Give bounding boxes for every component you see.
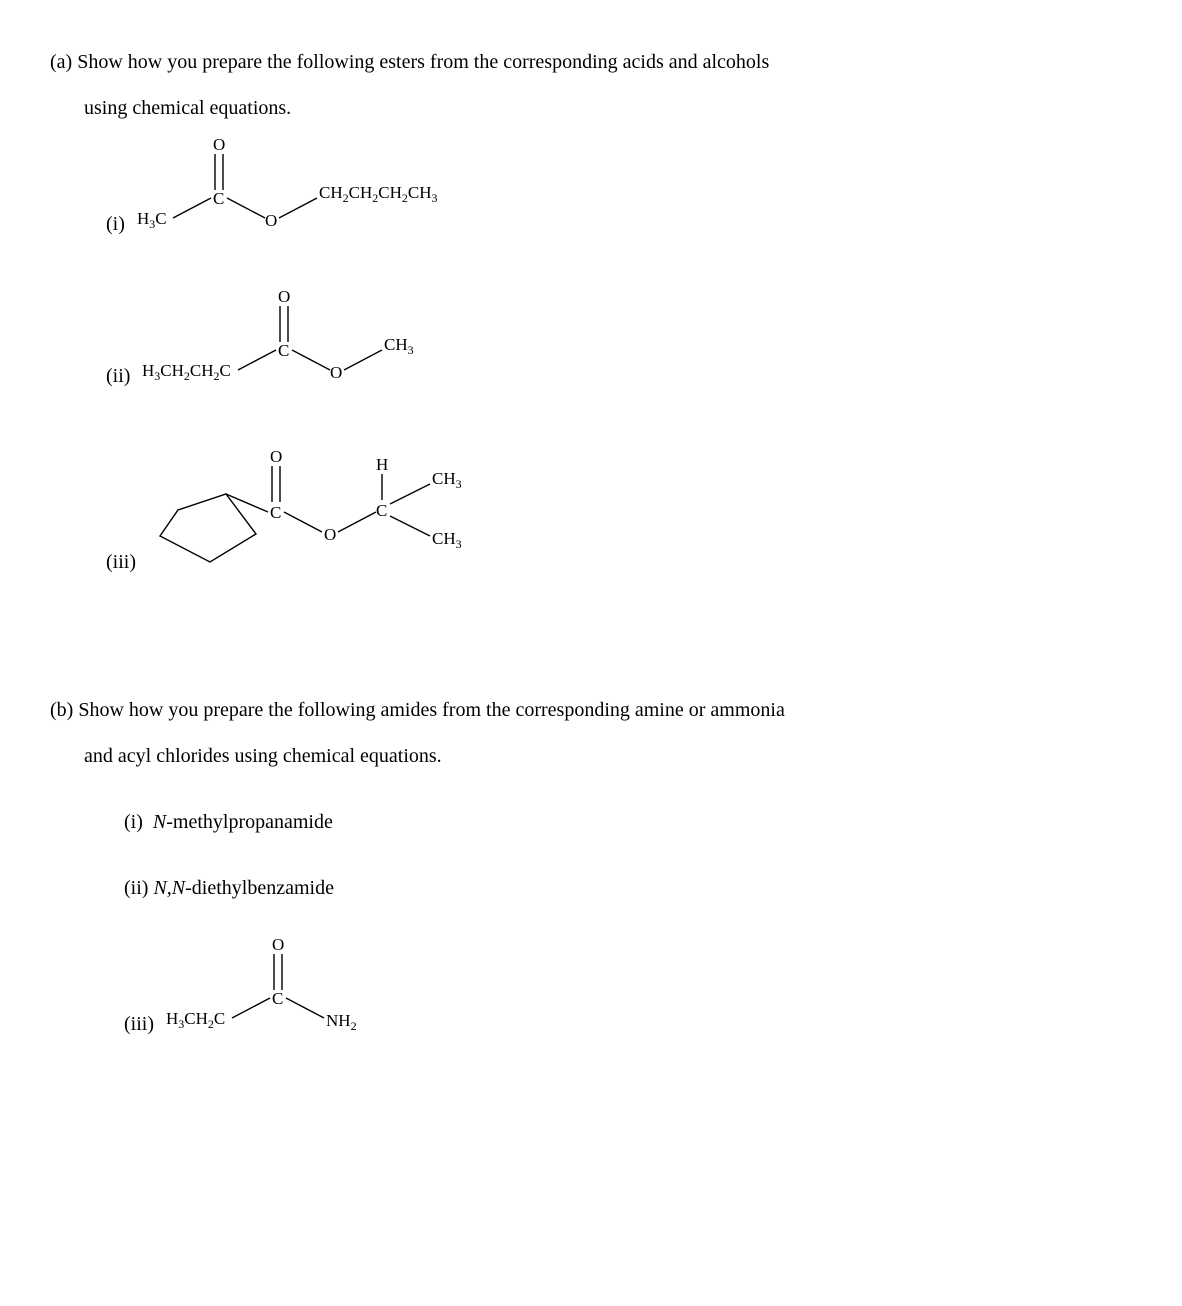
structure-b-iii: H3CH2C O C NH2 [166, 936, 406, 1048]
item-b-ii-prefix: N,N [153, 877, 185, 899]
formula-o-top: O [270, 447, 282, 466]
item-b-i-prefix: N [153, 811, 166, 833]
formula-ch3a: CH3 [432, 469, 462, 491]
formula-nh2: NH2 [326, 1011, 357, 1033]
formula-o-bridge: O [324, 525, 336, 544]
structure-a-i: H3C O C O CH2CH2CH2CH3 [137, 136, 457, 248]
structure-a-ii: H3CH2CH2C O C O CH3 [142, 288, 442, 400]
item-a-ii: (ii) H3CH2CH2C O C O CH3 [106, 288, 1132, 400]
part-a-line1: (a) Show how you prepare the following e… [50, 44, 1132, 80]
part-b-line2: and acyl chlorides using chemical equati… [84, 738, 1132, 774]
item-a-i: (i) H3C O C O CH2CH2CH2CH3 [106, 136, 1132, 248]
formula-h3c: H3C [137, 209, 167, 231]
part-a-text1: Show how you prepare the following ester… [77, 51, 769, 73]
formula-ch3b: CH3 [432, 529, 462, 551]
formula-left: H3CH2CH2C [142, 361, 231, 383]
item-b-ii-rest: -diethylbenzamide [185, 877, 334, 899]
formula-o-top: O [213, 136, 225, 154]
part-a: (a) Show how you prepare the following e… [50, 44, 1132, 582]
item-b-i: (i) N-methylpropanamide [124, 804, 1132, 840]
formula-o-top: O [278, 288, 290, 306]
item-b-iii: (iii) H3CH2C O C NH2 [124, 936, 1132, 1048]
formula-c2: C [376, 501, 387, 520]
item-b-ii: (ii) N,N-diethylbenzamide [124, 870, 1132, 906]
formula-o-top: O [272, 936, 284, 954]
item-b-i-rest: -methylpropanamide [166, 811, 333, 833]
item-a-i-label: (i) [106, 206, 125, 248]
formula-c1: C [270, 503, 281, 522]
formula-right: CH2CH2CH2CH3 [319, 183, 438, 205]
structure-a-iii: O C O C H CH3 CH3 [148, 440, 478, 582]
formula-h: H [376, 455, 388, 474]
item-b-ii-label: (ii) [124, 877, 148, 899]
formula-right: CH3 [384, 335, 414, 357]
item-b-iii-label: (iii) [124, 1006, 154, 1048]
part-b-line1: (b) Show how you prepare the following a… [50, 692, 1132, 728]
part-b-text1: Show how you prepare the following amide… [78, 699, 785, 721]
part-b: (b) Show how you prepare the following a… [50, 692, 1132, 1048]
formula-c: C [213, 189, 224, 208]
part-b-label: (b) [50, 699, 73, 721]
formula-o-bridge: O [330, 363, 342, 382]
item-a-iii-label: (iii) [106, 544, 136, 582]
formula-o-bridge: O [265, 211, 277, 230]
formula-c: C [272, 989, 283, 1008]
part-a-label: (a) [50, 51, 72, 73]
part-a-line2: using chemical equations. [84, 90, 1132, 126]
item-a-iii: (iii) [106, 440, 1132, 582]
item-a-ii-label: (ii) [106, 358, 130, 400]
formula-left: H3CH2C [166, 1009, 225, 1031]
item-b-i-label: (i) [124, 811, 143, 833]
formula-c: C [278, 341, 289, 360]
